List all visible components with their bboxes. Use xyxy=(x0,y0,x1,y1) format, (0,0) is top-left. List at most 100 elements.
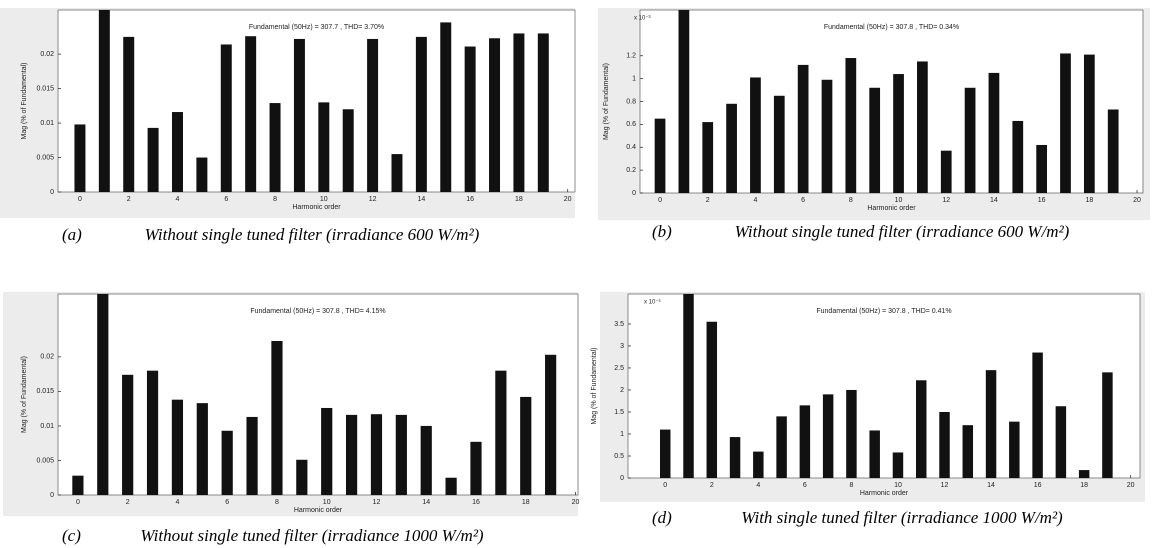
y-tick-label: 0 xyxy=(50,492,54,499)
x-axis-label: Harmonic order xyxy=(860,490,909,497)
bar xyxy=(893,74,904,193)
bar xyxy=(753,451,764,478)
x-tick-label: 16 xyxy=(1034,482,1042,489)
plot-area xyxy=(57,9,576,193)
caption: Without single tuned filter (irradiance … xyxy=(735,222,1070,241)
bar xyxy=(1083,54,1095,193)
chart-title: Fundamental (50Hz) = 307.8 , THD= 0.34% xyxy=(824,24,959,31)
scale-label: x 10⁻³ xyxy=(644,300,661,306)
bars xyxy=(654,10,1119,193)
y-tick-label: 0 xyxy=(620,475,624,482)
x-tick-label: 20 xyxy=(1127,482,1135,489)
bar xyxy=(869,430,880,478)
x-tick-label: 6 xyxy=(224,196,228,203)
bar xyxy=(1012,120,1024,193)
x-tick-label: 14 xyxy=(990,197,998,204)
x-tick-label: 6 xyxy=(803,482,807,489)
x-tick-label: 16 xyxy=(466,196,474,203)
bar xyxy=(962,425,974,478)
x-tick-label: 12 xyxy=(369,196,377,203)
y-tick-label: 0.8 xyxy=(626,98,636,105)
x-tick-label: 18 xyxy=(515,196,523,203)
y-tick-label: 2 xyxy=(620,387,624,394)
y-axis-label: Mag (% of Fundamental) xyxy=(21,62,28,139)
bar xyxy=(123,36,135,192)
bar xyxy=(415,36,427,192)
bar xyxy=(964,87,976,193)
y-tick-label: 1 xyxy=(620,431,624,438)
x-tick-label: 18 xyxy=(1080,482,1088,489)
x-tick-label: 16 xyxy=(1038,197,1046,204)
bar xyxy=(245,36,257,192)
bar xyxy=(702,122,714,193)
bars xyxy=(660,294,1113,478)
x-tick-label: 2 xyxy=(706,197,710,204)
caption-label: (a) xyxy=(62,225,82,244)
bar xyxy=(318,102,330,192)
bar xyxy=(271,340,283,495)
bar xyxy=(726,103,737,193)
caption-label: (b) xyxy=(652,222,672,241)
y-tick-label: 0.02 xyxy=(40,354,54,361)
y-tick-label: 0.015 xyxy=(36,388,54,395)
bar xyxy=(495,370,507,495)
caption-label: (c) xyxy=(62,526,81,545)
bar xyxy=(1102,372,1113,478)
bar xyxy=(520,396,532,495)
y-tick-label: 3.5 xyxy=(614,321,624,328)
x-tick-label: 12 xyxy=(941,482,949,489)
bar xyxy=(545,354,557,495)
bar xyxy=(196,403,208,495)
y-tick-label: 0.01 xyxy=(40,423,54,430)
bar xyxy=(221,430,233,495)
bar xyxy=(916,380,927,478)
bar xyxy=(220,44,232,192)
x-tick-label: 0 xyxy=(658,197,662,204)
caption-label: (d) xyxy=(652,508,672,527)
bar xyxy=(654,118,666,193)
bar xyxy=(776,416,787,478)
x-tick-label: 4 xyxy=(175,499,179,506)
y-axis-label: Mag (% of Fundamental) xyxy=(603,63,610,140)
y-tick-label: 2.5 xyxy=(614,365,624,372)
x-tick-label: 8 xyxy=(849,197,853,204)
bar xyxy=(147,127,159,192)
y-tick-label: 1.2 xyxy=(626,53,636,60)
caption: Without single tuned filter (irradiance … xyxy=(145,225,480,244)
x-axis-label: Harmonic order xyxy=(292,204,341,211)
bar xyxy=(420,425,432,495)
x-tick-label: 14 xyxy=(422,499,430,506)
y-axis-label: Mag (% of Fundamental) xyxy=(21,356,28,433)
caption: With single tuned filter (irradiance 100… xyxy=(741,508,1063,527)
bar xyxy=(939,411,950,478)
x-tick-label: 4 xyxy=(753,197,757,204)
chart-panel: 0 0.005 0.01 0.015 0.02 0 2 4 6 8 10 12 14 16 18 20 Fund… xyxy=(3,292,580,545)
bar xyxy=(799,405,811,478)
x-axis-label: Harmonic order xyxy=(867,205,916,212)
x-tick-label: 8 xyxy=(275,499,279,506)
x-tick-label: 10 xyxy=(895,197,903,204)
bar xyxy=(74,124,86,192)
x-tick-label: 12 xyxy=(942,197,950,204)
bar xyxy=(172,112,183,192)
bar xyxy=(345,414,358,495)
bar xyxy=(440,22,452,192)
bar xyxy=(537,33,549,192)
bars xyxy=(74,10,549,192)
x-tick-label: 6 xyxy=(801,197,805,204)
y-tick-label: 1.5 xyxy=(614,409,624,416)
bar xyxy=(1060,53,1071,193)
x-tick-label: 10 xyxy=(894,482,902,489)
x-tick-label: 2 xyxy=(127,196,131,203)
bar xyxy=(296,459,308,495)
bar xyxy=(445,477,457,495)
caption: Without single tuned filter (irradiance … xyxy=(140,526,484,545)
y-tick-label: 0 xyxy=(50,189,54,196)
bar xyxy=(367,38,379,192)
bar xyxy=(1107,109,1119,193)
x-tick-label: 20 xyxy=(1133,197,1141,204)
bar xyxy=(98,10,110,192)
x-tick-label: 16 xyxy=(472,499,480,506)
y-tick-label: 0.4 xyxy=(626,144,636,151)
bar xyxy=(97,294,109,495)
